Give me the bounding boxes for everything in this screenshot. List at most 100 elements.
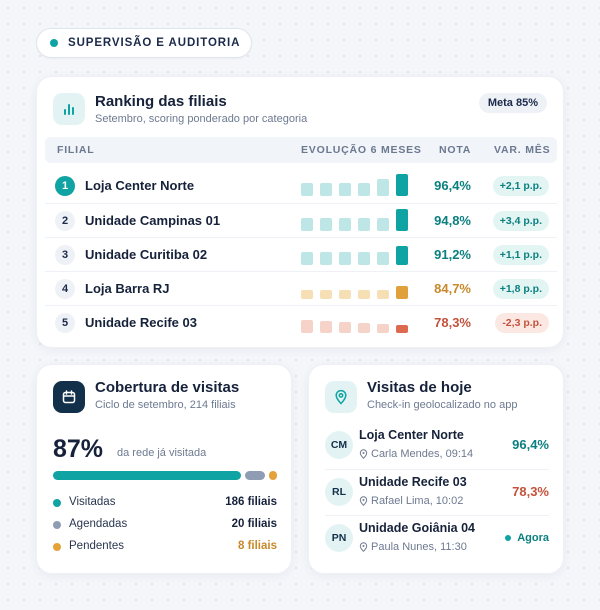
trend-bar [301, 320, 313, 333]
coverage-segment [53, 471, 241, 480]
legend-item: Agendadas 20 filiais [53, 517, 277, 533]
visit-store: Unidade Recife 03 [359, 475, 467, 489]
visit-store: Unidade Goiânia 04 [359, 521, 476, 535]
column-header-score[interactable]: NOTA [439, 144, 472, 156]
table-row[interactable]: 4 Loja Barra RJ 84,7% +1,8 p.p. [45, 271, 557, 305]
visit-store: Loja Center Norte [359, 428, 464, 442]
trend-bar [377, 290, 389, 299]
trend-bar [396, 325, 408, 333]
column-header-trend[interactable]: EVOLUÇÃO 6 MESES [301, 144, 422, 156]
map-pin-icon [325, 381, 357, 413]
branch-score: 84,7% [434, 281, 471, 296]
legend-label: Visitadas [69, 496, 116, 508]
trend-bar [339, 252, 351, 265]
table-header: FILIAL EVOLUÇÃO 6 MESES NOTA VAR. MÊS [45, 137, 557, 163]
rank-badge: 4 [55, 279, 75, 299]
trend-bar [339, 290, 351, 299]
trend-sparkline [301, 272, 411, 306]
branch-name: Loja Barra RJ [85, 281, 170, 296]
status-dot [50, 39, 58, 47]
branch-score: 96,4% [434, 178, 471, 193]
coverage-card: Cobertura de visitas Ciclo de setembro, … [36, 364, 292, 574]
avatar: PN [325, 524, 353, 552]
legend-dot [53, 543, 61, 551]
column-header-branch[interactable]: FILIAL [57, 144, 95, 156]
trend-bar [358, 218, 370, 231]
visits-title: Visitas de hoje [367, 379, 472, 396]
branch-name: Unidade Recife 03 [85, 315, 197, 330]
trend-bar [358, 323, 370, 333]
trend-bar [396, 246, 408, 265]
map-pin-icon [359, 449, 368, 459]
trend-bar [339, 322, 351, 333]
ranking-title: Ranking das filiais [95, 93, 227, 110]
legend-value: 8 filiais [238, 540, 277, 552]
trend-sparkline [301, 238, 411, 272]
trend-bar [358, 290, 370, 299]
visit-item[interactable]: CM Loja Center Norte Carla Mendes, 09:14… [325, 423, 549, 469]
trend-bar [358, 183, 370, 196]
section-pill: SUPERVISÃO E AUDITORIA [36, 28, 252, 58]
branch-name: Unidade Campinas 01 [85, 213, 221, 228]
trend-bar [396, 209, 408, 231]
trend-sparkline [301, 306, 411, 340]
bar-chart-icon [53, 93, 85, 125]
visit-person: Paula Nunes, 11:30 [371, 541, 467, 553]
visit-score: 78,3% [512, 484, 549, 499]
coverage-segment [269, 471, 277, 480]
trend-sparkline [301, 169, 411, 203]
legend-value: 20 filiais [231, 518, 277, 530]
table-row[interactable]: 5 Unidade Recife 03 78,3% -2,3 p.p. [45, 305, 557, 339]
visit-item[interactable]: PN Unidade Goiânia 04 Paula Nunes, 11:30… [325, 515, 549, 561]
avatar: CM [325, 431, 353, 459]
legend-label: Pendentes [69, 540, 124, 552]
coverage-subtitle: Ciclo de setembro, 214 filiais [95, 399, 236, 411]
live-status: Agora [505, 532, 549, 544]
ranking-card: Ranking das filiais Setembro, scoring po… [36, 76, 564, 348]
avatar: RL [325, 478, 353, 506]
table-row[interactable]: 2 Unidade Campinas 01 94,8% +3,4 p.p. [45, 203, 557, 237]
trend-bar [377, 324, 389, 333]
rank-badge: 5 [55, 313, 75, 333]
visits-card: Visitas de hoje Check-in geolocalizado n… [308, 364, 564, 574]
visit-item[interactable]: RL Unidade Recife 03 Rafael Lima, 10:02 … [325, 469, 549, 515]
rank-badge: 1 [55, 176, 75, 196]
legend-item: Pendentes 8 filiais [53, 539, 277, 555]
trend-bar [320, 218, 332, 231]
live-status-label: Agora [517, 532, 549, 544]
visit-person: Carla Mendes, 09:14 [371, 448, 474, 460]
coverage-percent: 87% [53, 435, 104, 463]
goal-badge: Meta 85% [478, 93, 547, 113]
branch-name: Unidade Curitiba 02 [85, 247, 208, 262]
trend-bar [377, 218, 389, 231]
column-header-change[interactable]: VAR. MÊS [494, 144, 551, 156]
section-pill-label: SUPERVISÃO E AUDITORIA [68, 37, 241, 49]
trend-bar [339, 183, 351, 196]
trend-bar [377, 179, 389, 196]
table-row[interactable]: 1 Loja Center Norte 96,4% +2,1 p.p. [45, 169, 557, 203]
coverage-progress-bar [53, 471, 277, 480]
map-pin-icon [359, 542, 368, 552]
trend-bar [320, 252, 332, 265]
trend-bar [358, 252, 370, 265]
trend-sparkline [301, 204, 411, 238]
legend-dot [53, 521, 61, 529]
trend-bar [377, 252, 389, 265]
ranking-subtitle: Setembro, scoring ponderado por categori… [95, 113, 308, 125]
monthly-change-badge: +3,4 p.p. [492, 211, 549, 231]
branch-score: 91,2% [434, 247, 471, 262]
visit-person-line: Rafael Lima, 10:02 [359, 495, 463, 507]
branch-score: 94,8% [434, 213, 471, 228]
branch-score: 78,3% [434, 315, 471, 330]
trend-bar [339, 218, 351, 231]
visits-subtitle: Check-in geolocalizado no app [367, 399, 518, 411]
legend-label: Agendadas [69, 518, 128, 530]
rank-badge: 2 [55, 211, 75, 231]
trend-bar [320, 183, 332, 196]
legend-value: 186 filiais [225, 496, 277, 508]
coverage-caption: da rede já visitada [117, 447, 207, 459]
live-dot [505, 535, 512, 541]
monthly-change-badge: +1,1 p.p. [492, 245, 549, 265]
monthly-change-badge: +1,8 p.p. [492, 279, 549, 299]
table-row[interactable]: 3 Unidade Curitiba 02 91,2% +1,1 p.p. [45, 237, 557, 271]
